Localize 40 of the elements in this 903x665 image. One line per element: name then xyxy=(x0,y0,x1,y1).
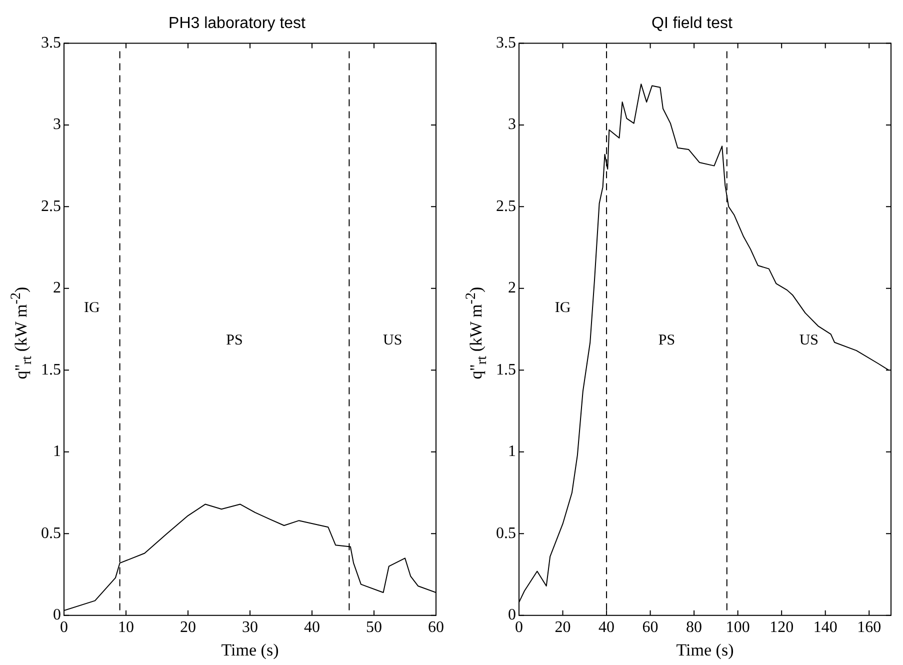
y-tick-label: 1.5 xyxy=(496,361,516,378)
annotation: PS xyxy=(226,332,243,349)
y-tick-label: 2.5 xyxy=(496,198,516,215)
y-tick-label: 0 xyxy=(508,606,516,624)
y-tick-label: 3 xyxy=(53,116,61,134)
annotation: PS xyxy=(658,332,676,349)
annotation: US xyxy=(383,332,402,349)
y-tick-label: 3.5 xyxy=(496,34,516,52)
y-tick-label: 2.5 xyxy=(41,198,61,215)
x-tick-label: 80 xyxy=(686,619,702,636)
x-tick-label: 50 xyxy=(366,619,382,636)
x-tick-label: 30 xyxy=(242,619,258,636)
y-tick-label: 1.5 xyxy=(41,361,61,378)
annotation: IG xyxy=(84,300,100,316)
y-tick-label: 3 xyxy=(508,116,516,134)
x-tick-label: 100 xyxy=(726,619,750,636)
y-tick-label: 2 xyxy=(508,280,516,297)
y-tick-label: 0.5 xyxy=(41,524,61,542)
x-tick-label: 20 xyxy=(554,619,571,636)
y-tick-label: 0.5 xyxy=(496,524,516,542)
x-tick-label: 40 xyxy=(304,619,320,636)
y-tick-label: 1 xyxy=(508,443,516,460)
y-tick-label: 0 xyxy=(53,606,61,624)
x-tick-label: 10 xyxy=(118,619,134,636)
y-tick-label: 1 xyxy=(53,443,61,460)
x-tick-label: 40 xyxy=(598,619,615,636)
y-tick-label: 3.5 xyxy=(41,34,61,52)
x-tick-label: 160 xyxy=(857,619,882,636)
chart-title: PH3 laboratory test xyxy=(168,15,306,32)
annotation: IG xyxy=(554,300,571,316)
chart-title: QI field test xyxy=(652,15,734,32)
x-tick-label: 20 xyxy=(180,619,196,636)
annotation: US xyxy=(799,332,819,349)
x-tick-label: 140 xyxy=(813,619,838,636)
x-axis-title: Time (s) xyxy=(676,640,734,660)
y-tick-label: 2 xyxy=(53,280,61,297)
x-axis-title: Time (s) xyxy=(221,640,279,660)
x-tick-label: 120 xyxy=(770,619,794,636)
x-tick-label: 60 xyxy=(642,619,658,636)
x-tick-label: 60 xyxy=(428,619,444,636)
